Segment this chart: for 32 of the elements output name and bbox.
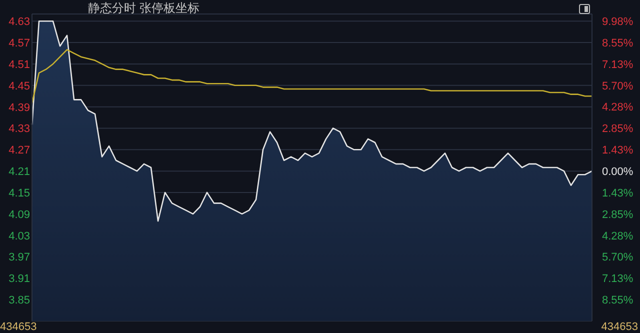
y2-tick-label: 8.55% — [602, 38, 634, 50]
y-tick-label: 4.33 — [8, 123, 30, 136]
y-tick-label: 3.97 — [8, 252, 30, 264]
y2-tick-label: 2.85% — [602, 123, 634, 136]
y2-tick-label: 0.00% — [602, 166, 634, 178]
y2-tick-label: 5.70% — [602, 252, 634, 264]
y-tick-label: 4.51 — [8, 58, 30, 71]
y-tick-label: 4.09 — [8, 208, 30, 221]
y-tick-label: 4.45 — [8, 80, 30, 92]
y2-tick-label: 1.43% — [602, 188, 634, 200]
y-tick-label: 4.21 — [8, 166, 30, 178]
y2-tick-label: 5.70% — [602, 80, 634, 92]
y2-tick-label: 4.28% — [602, 102, 634, 114]
y-tick-label: 4.63 — [8, 16, 30, 28]
y2-tick-label: 2.85% — [602, 208, 634, 221]
y2-tick-label: 1.43% — [602, 144, 634, 157]
y2-tick-label: 4.28% — [602, 230, 634, 242]
y-tick-label: 3.91 — [8, 273, 30, 286]
text: 434653 — [601, 321, 638, 333]
y2-tick-label: 8.55% — [602, 294, 634, 307]
y-tick-label: 3.85 — [8, 294, 30, 307]
y-tick-label: 4.57 — [8, 38, 30, 50]
line-series — [31, 49, 593, 104]
y-tick-label: 4.27 — [8, 144, 30, 157]
y2-tick-label: 7.13% — [602, 58, 634, 71]
y-tick-label: 4.15 — [8, 187, 30, 200]
y2-tick-label: 7.13% — [602, 273, 634, 286]
y-tick-label: 4.03 — [8, 230, 30, 242]
y2-tick-label: 9.98% — [602, 16, 634, 28]
y-tick-label: 4.39 — [8, 102, 30, 114]
chart-title: 静态分时 张停板坐标 — [88, 0, 200, 17]
text: 434653 — [0, 321, 37, 333]
